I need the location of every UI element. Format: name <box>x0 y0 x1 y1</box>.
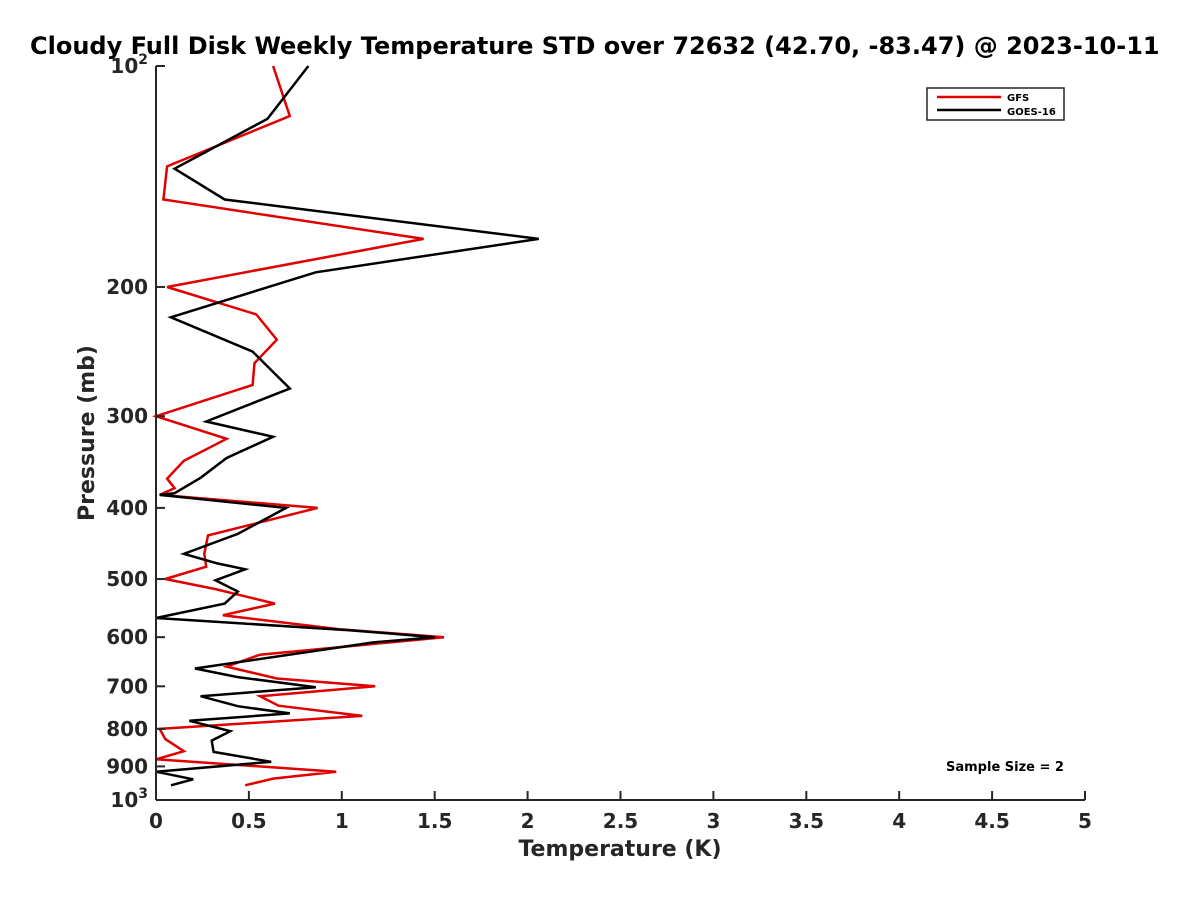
legend: GFS GOES-16 <box>926 87 1065 121</box>
y-tick-label: 400 <box>106 496 148 520</box>
series-line-gfs <box>151 65 445 787</box>
x-axis-label: Temperature (K) <box>518 837 721 862</box>
y-tick-label: 300 <box>106 404 148 428</box>
y-tick-label: 600 <box>106 625 148 649</box>
y-axis-label: Pressure (mb) <box>75 345 100 521</box>
x-tick-label: 1.5 <box>417 809 452 833</box>
y-tick-label: 900 <box>106 754 148 778</box>
legend-label-gfs: GFS <box>1007 93 1029 104</box>
x-tick-label: 3.5 <box>789 809 824 833</box>
x-tick-label: 3 <box>706 809 720 833</box>
plot-area: 0 0.5 1 1.5 2 2.5 3 3.5 4 4.5 5 102 200 300 400 500 600 7… <box>106 52 1092 833</box>
sample-size-annotation: Sample Size = 2 <box>946 760 1064 775</box>
x-tick-label: 5 <box>1078 809 1092 833</box>
y-tick-label: 102 <box>110 52 148 78</box>
x-tick-label: 4.5 <box>974 809 1009 833</box>
y-tick-label: 700 <box>106 674 148 698</box>
chart-title: Cloudy Full Disk Weekly Temperature STD … <box>30 32 1160 60</box>
x-tick-label: 2.5 <box>603 809 638 833</box>
series-line-goes16 <box>155 65 539 787</box>
x-tick-label: 4 <box>892 809 906 833</box>
x-tick-label: 0 <box>149 809 163 833</box>
x-tick-label: 1 <box>335 809 349 833</box>
y-tick-label: 200 <box>106 275 148 299</box>
y-tick-label: 800 <box>106 717 148 741</box>
x-tick-label: 0.5 <box>231 809 266 833</box>
legend-box <box>926 87 1065 121</box>
y-tick-label: 103 <box>110 786 148 812</box>
x-tick-label: 2 <box>521 809 535 833</box>
legend-label-goes16: GOES-16 <box>1007 107 1056 118</box>
y-tick-label: 500 <box>106 567 148 591</box>
